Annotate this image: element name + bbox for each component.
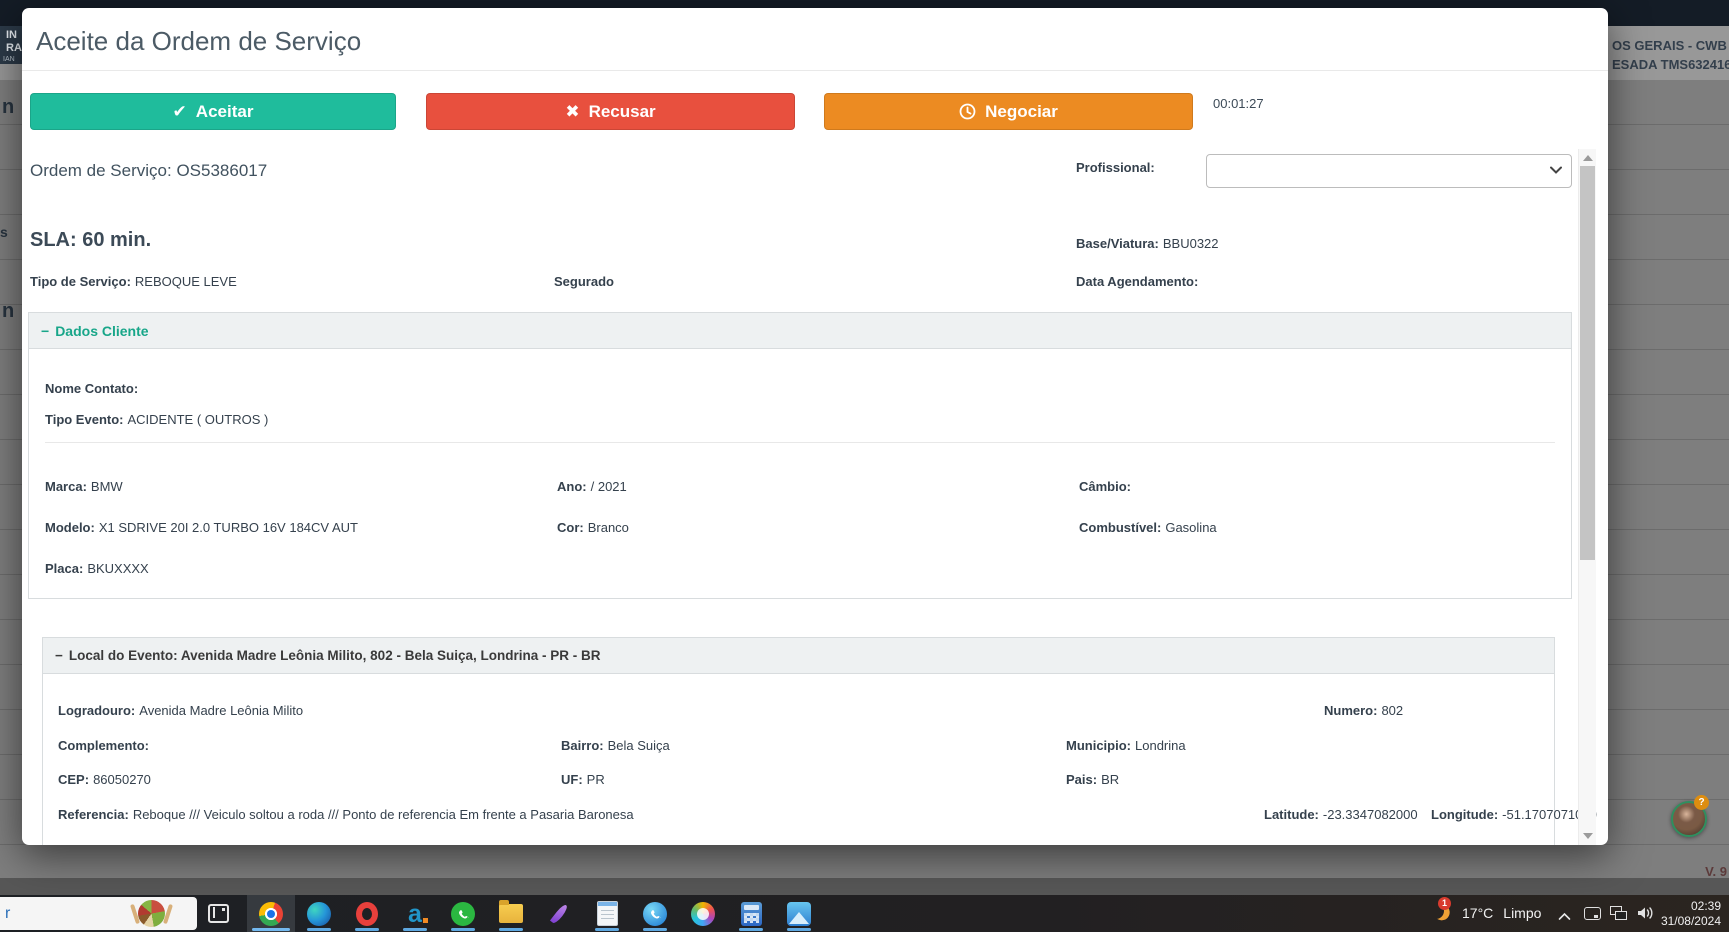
check-icon: ✔ xyxy=(172,101,187,121)
longitude-field: Longitude: -51.1707071000 xyxy=(1431,807,1597,822)
photos-taskbar-button[interactable] xyxy=(775,895,823,932)
collapse-icon: − xyxy=(55,648,63,663)
scroll-up-arrow-icon[interactable] xyxy=(1583,155,1593,161)
network-icon[interactable] xyxy=(1610,906,1627,920)
version-label: V. 9 xyxy=(1705,864,1727,879)
weather-widget[interactable]: 17°C Limpo xyxy=(1462,905,1542,921)
tray-clock[interactable]: 02:39 31/08/2024 xyxy=(1661,899,1721,929)
phone-app-icon xyxy=(643,901,667,926)
tray-date: 31/08/2024 xyxy=(1660,914,1721,928)
copilot-taskbar-button[interactable] xyxy=(679,895,727,932)
countdown-timer: 00:01:27 xyxy=(1213,96,1264,111)
copilot-icon xyxy=(691,901,715,926)
complemento-field: Complemento: xyxy=(58,738,149,753)
data-agendamento-field: Data Agendamento: xyxy=(1076,274,1199,289)
chrome-taskbar-button[interactable] xyxy=(247,895,295,932)
local-evento-panel: − Local do Evento: Avenida Madre Leônia … xyxy=(42,637,1597,845)
tipo-evento-field: Tipo Evento: ACIDENTE ( OUTROS ) xyxy=(45,412,269,427)
scrollbar-thumb[interactable] xyxy=(1580,166,1595,560)
dados-cliente-panel: − Dados Cliente Nome Contato: Tipo Event… xyxy=(28,312,1572,599)
numero-field: Numero: 802 xyxy=(1324,703,1404,718)
phone-app-taskbar-button[interactable] xyxy=(631,895,679,932)
file-explorer-taskbar-button[interactable] xyxy=(487,895,535,932)
background-order-description-fragment: OS GERAIS - CWB ESADA TMS6324161 xyxy=(1612,38,1729,72)
placa-field: Placa: BKUXXXX xyxy=(45,561,149,576)
calculator-taskbar-button[interactable] xyxy=(727,895,775,932)
nome-contato-field: Nome Contato: xyxy=(45,381,139,396)
service-order-accept-modal: Aceite da Ordem de Serviço ✔ Aceitar ✖ R… xyxy=(22,8,1608,845)
latitude-field: Latitude: -23.3347082000 xyxy=(1264,807,1418,822)
modelo-field: Modelo: X1 SDRIVE 20I 2.0 TURBO 16V 184CV… xyxy=(45,520,358,535)
background-text-fragment: n xyxy=(2,96,15,118)
professional-label: Profissional: xyxy=(1076,160,1155,175)
tray-time: 02:39 xyxy=(1690,899,1721,913)
whatsapp-icon xyxy=(451,901,475,926)
segurado-field: Segurado xyxy=(554,274,614,289)
sla-text: SLA: 60 min. xyxy=(30,229,152,251)
combustivel-field: Combustível: Gasolina xyxy=(1079,520,1217,535)
a-app-taskbar-button[interactable]: a xyxy=(391,895,439,932)
scroll-down-arrow-icon[interactable] xyxy=(1583,833,1593,839)
feather-app-icon xyxy=(549,902,569,925)
volume-icon[interactable] xyxy=(1636,905,1654,926)
dados-cliente-header[interactable]: − Dados Cliente xyxy=(29,313,1571,349)
whatsapp-taskbar-button[interactable] xyxy=(439,895,487,932)
modal-title: Aceite da Ordem de Serviço xyxy=(36,26,362,56)
professional-select[interactable] xyxy=(1206,154,1572,188)
negotiate-button[interactable]: Negociar xyxy=(824,93,1193,130)
calculator-icon xyxy=(740,901,762,926)
photos-icon xyxy=(787,901,811,926)
local-evento-header[interactable]: − Local do Evento: Avenida Madre Leônia … xyxy=(43,638,1554,674)
cross-icon: ✖ xyxy=(565,101,580,121)
background-text-fragment: n xyxy=(2,300,15,322)
tipo-servico-field: Tipo de Serviço: REBOQUE LEVE xyxy=(30,274,237,289)
panel-divider xyxy=(45,442,1555,443)
notepad-icon xyxy=(596,901,618,926)
referencia-field: Referencia: Reboque /// Veiculo soltou a … xyxy=(58,807,634,822)
modal-title-divider xyxy=(22,70,1608,71)
a-app-icon: a xyxy=(408,899,428,928)
cast-device-icon[interactable] xyxy=(1584,907,1601,920)
collapse-icon: − xyxy=(41,322,50,339)
search-box[interactable]: r xyxy=(0,897,197,930)
file-explorer-icon xyxy=(499,900,523,923)
task-view-icon[interactable] xyxy=(208,904,229,923)
notification-badge: 1 xyxy=(1438,897,1451,910)
order-number: Ordem de Serviço: OS5386017 xyxy=(30,161,268,180)
help-question-badge[interactable]: ? xyxy=(1694,795,1709,810)
windows-taskbar: r a 1 17°C Limpo xyxy=(0,895,1729,932)
opera-icon xyxy=(356,901,378,926)
background-text-fragment: s xyxy=(0,224,8,240)
marca-field: Marca: BMW xyxy=(45,479,123,494)
search-box-text: r xyxy=(5,905,11,922)
municipio-field: Municipio: Londrina xyxy=(1066,738,1186,753)
cambio-field: Câmbio: xyxy=(1079,479,1131,494)
opera-taskbar-button[interactable] xyxy=(343,895,391,932)
background-bottom-band xyxy=(0,878,1729,895)
accept-button[interactable]: ✔ Aceitar xyxy=(30,93,396,130)
refuse-button[interactable]: ✖ Recusar xyxy=(426,93,795,130)
search-highlight-icon[interactable] xyxy=(138,900,165,927)
clock-icon xyxy=(959,103,976,120)
chevron-down-icon xyxy=(1550,166,1562,174)
logradouro-field: Logradouro: Avenida Madre Leônia Milito xyxy=(58,703,304,718)
cor-field: Cor: Branco xyxy=(557,520,629,535)
cep-field: CEP: 86050270 xyxy=(58,772,151,787)
notepad-taskbar-button[interactable] xyxy=(583,895,631,932)
edge-icon xyxy=(307,901,331,926)
ano-field: Ano:/ 2021 xyxy=(557,479,627,494)
pais-field: Pais: BR xyxy=(1066,772,1120,787)
uf-field: UF: PR xyxy=(561,772,605,787)
bairro-field: Bairro: Bela Suiça xyxy=(561,738,670,753)
modal-scrollbar[interactable] xyxy=(1578,149,1596,845)
feather-app-taskbar-button[interactable] xyxy=(535,895,583,932)
background-left-nav-small-text: IAN xyxy=(3,56,15,63)
base-viatura-field: Base/Viatura: BBU0322 xyxy=(1076,236,1219,251)
tray-chevron-up-icon[interactable] xyxy=(1558,908,1571,926)
edge-taskbar-button[interactable] xyxy=(295,895,343,932)
chrome-icon xyxy=(259,901,283,926)
